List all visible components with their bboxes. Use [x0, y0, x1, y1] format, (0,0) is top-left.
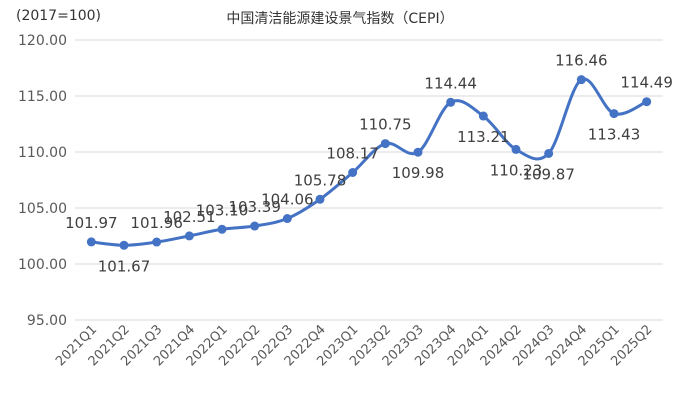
y-tick-label: 110.00 [18, 145, 67, 161]
data-point [544, 148, 554, 158]
data-point [576, 75, 586, 85]
data-label: 101.96 [130, 214, 183, 232]
data-point [315, 194, 325, 204]
y-tick-label: 100.00 [18, 257, 67, 273]
data-point [250, 221, 260, 231]
x-axis-ticks: 2021Q12021Q22021Q32021Q42022Q12022Q22022… [53, 322, 655, 369]
data-label: 101.97 [65, 214, 118, 232]
data-label: 113.21 [457, 128, 510, 146]
data-label: 102.51 [163, 208, 216, 226]
data-label: 108.17 [326, 144, 379, 162]
data-labels: 101.97 101.67 101.96102.51103.10103.39104.… [65, 52, 673, 276]
data-label: 113.43 [588, 126, 641, 144]
data-label: 114.44 [424, 74, 477, 92]
data-point [217, 224, 227, 234]
data-label: 104.06 [261, 191, 314, 209]
gridlines [75, 39, 663, 321]
data-point [446, 97, 456, 107]
y-tick-label: 105.00 [18, 201, 67, 217]
data-label: 114.49 [620, 74, 673, 92]
data-label: 110.75 [359, 116, 412, 134]
data-label: 103.10 [196, 201, 249, 219]
data-point [86, 237, 96, 247]
y-tick-label: 115.00 [18, 89, 67, 105]
data-label: 109.87 [522, 165, 575, 183]
data-label: 101.67 [98, 257, 151, 275]
unit-note: (2017=100) [16, 8, 102, 24]
data-point [119, 240, 129, 250]
data-point [380, 139, 390, 149]
data-point [478, 111, 488, 121]
y-axis-ticks: 95.00 100.00 105.00 110.00 115.00 120.00 [18, 33, 67, 329]
data-point [282, 214, 292, 224]
data-point [413, 147, 423, 157]
data-point [511, 144, 521, 154]
data-point [152, 237, 162, 247]
data-label: 103.39 [228, 198, 281, 216]
y-tick-label: 95.00 [27, 313, 67, 329]
data-points [86, 75, 652, 250]
data-label: 116.46 [555, 52, 608, 70]
data-point [184, 231, 194, 241]
data-point [642, 97, 652, 107]
data-label: 109.98 [392, 164, 445, 182]
data-label: 110.23 [490, 161, 543, 179]
chart-title: 中国清洁能源建设景气指数（CEPI） [226, 11, 454, 27]
data-label: 105.78 [294, 171, 347, 189]
y-tick-label: 120.00 [18, 33, 67, 49]
data-point [348, 167, 358, 177]
data-point [609, 109, 619, 119]
